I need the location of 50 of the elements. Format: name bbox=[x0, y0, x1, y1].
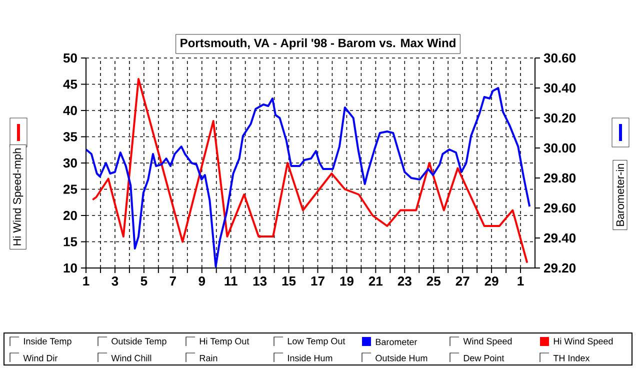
y-tick-label: 15 bbox=[64, 237, 78, 246]
y-tick-label: 50 bbox=[63, 53, 77, 63]
x-tick-label: 17 bbox=[311, 276, 324, 286]
x-tick-label: 1 bbox=[83, 276, 90, 286]
x-tick-label: 3 bbox=[112, 276, 118, 286]
y-axis-title: Hi Wind Speed-mph bbox=[12, 148, 24, 246]
x-tick-label: 27 bbox=[456, 276, 470, 286]
y2-axis-title: Barometer-in bbox=[616, 164, 624, 226]
x-tick-label: 19 bbox=[340, 276, 354, 286]
x-tick-label: 13 bbox=[253, 276, 267, 286]
legend-label: Barometer bbox=[376, 338, 418, 346]
y-tick-label: 30 bbox=[63, 158, 77, 168]
text: Wind Dir bbox=[23, 354, 58, 362]
y-tick-label: 35 bbox=[63, 132, 78, 142]
y2-tick-label: 29.20 bbox=[544, 263, 576, 273]
x-tick-label: 7 bbox=[170, 276, 176, 286]
y2-tick-label: 30.20 bbox=[544, 113, 576, 123]
x-tick-label: 1 bbox=[518, 276, 524, 286]
text: Inside Temp bbox=[24, 338, 72, 346]
y2-tick-label: 29.80 bbox=[544, 173, 576, 183]
text: Wind Chill bbox=[111, 354, 152, 362]
chart-title: Portsmouth, VA - April '98 - Barom vs. Max Wind bbox=[180, 38, 456, 50]
text: Rain bbox=[200, 354, 218, 362]
y2-tick-label: 29.60 bbox=[544, 203, 576, 213]
y2-tick-label: 29.40 bbox=[544, 233, 576, 243]
text: Inside Hum bbox=[288, 354, 332, 362]
y-tick-label: 45 bbox=[63, 80, 78, 89]
y2-tick-label: 30.60 bbox=[544, 53, 576, 63]
x-tick-label: 9 bbox=[198, 276, 206, 286]
text: Dew Point bbox=[464, 354, 504, 362]
y-tick-label: 40 bbox=[63, 106, 77, 116]
text: Low Temp Out bbox=[288, 338, 346, 346]
y2-tick-label: 30.40 bbox=[544, 83, 576, 93]
x-tick-label: 5 bbox=[140, 276, 148, 286]
text: TH Index bbox=[553, 354, 590, 362]
text: Outside Hum bbox=[376, 354, 428, 362]
y-tick-label: 10 bbox=[64, 263, 77, 273]
x-tick-label: 23 bbox=[398, 276, 412, 286]
x-tick-label: 29 bbox=[484, 276, 498, 286]
legend-label: Hi Wind Speed bbox=[554, 338, 613, 346]
y-tick-label: 20 bbox=[63, 210, 77, 220]
text: Hi Temp Out bbox=[200, 338, 250, 346]
x-tick-label: 25 bbox=[426, 276, 440, 286]
y2-tick-label: 30.00 bbox=[544, 143, 576, 153]
y-tick-label: 25 bbox=[63, 184, 78, 194]
text: Outside Temp bbox=[112, 338, 166, 346]
x-tick-label: 21 bbox=[368, 276, 383, 286]
text: Wind Speed bbox=[463, 338, 512, 346]
x-tick-label: 15 bbox=[282, 276, 296, 286]
x-tick-label: 11 bbox=[224, 276, 238, 286]
